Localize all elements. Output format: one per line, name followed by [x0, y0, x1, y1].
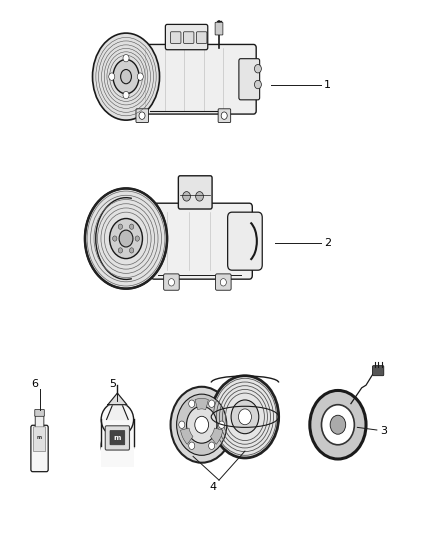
Circle shape	[189, 400, 195, 407]
Ellipse shape	[113, 60, 139, 94]
Circle shape	[118, 224, 123, 229]
FancyBboxPatch shape	[35, 415, 44, 429]
FancyBboxPatch shape	[228, 212, 262, 270]
Circle shape	[195, 416, 208, 433]
Text: 6: 6	[32, 379, 39, 389]
Circle shape	[177, 394, 227, 455]
Text: 4: 4	[209, 482, 216, 492]
Circle shape	[110, 219, 142, 259]
Ellipse shape	[120, 69, 131, 84]
FancyBboxPatch shape	[151, 203, 252, 279]
Circle shape	[135, 236, 139, 241]
Text: 1: 1	[324, 79, 331, 90]
Text: 5: 5	[110, 378, 117, 389]
FancyBboxPatch shape	[136, 109, 148, 123]
Text: m: m	[114, 435, 121, 441]
Circle shape	[189, 442, 195, 449]
FancyBboxPatch shape	[184, 32, 194, 43]
FancyBboxPatch shape	[138, 44, 256, 114]
Circle shape	[220, 279, 226, 286]
Circle shape	[119, 230, 133, 247]
FancyBboxPatch shape	[215, 274, 231, 290]
Circle shape	[123, 54, 129, 62]
FancyBboxPatch shape	[372, 366, 384, 376]
FancyBboxPatch shape	[110, 431, 125, 445]
Circle shape	[113, 236, 117, 241]
FancyBboxPatch shape	[218, 109, 231, 123]
Polygon shape	[106, 403, 128, 419]
Circle shape	[130, 248, 134, 253]
Ellipse shape	[92, 33, 159, 120]
FancyBboxPatch shape	[101, 419, 134, 467]
Polygon shape	[108, 393, 127, 405]
Circle shape	[238, 409, 251, 425]
Circle shape	[168, 279, 174, 286]
Circle shape	[137, 73, 143, 80]
Circle shape	[187, 406, 217, 443]
Circle shape	[118, 248, 123, 253]
Ellipse shape	[101, 426, 134, 466]
Circle shape	[183, 191, 191, 201]
Circle shape	[208, 442, 215, 449]
FancyBboxPatch shape	[33, 427, 46, 451]
Ellipse shape	[101, 402, 134, 437]
Circle shape	[170, 387, 233, 463]
Wedge shape	[180, 428, 193, 445]
Circle shape	[109, 73, 115, 80]
FancyBboxPatch shape	[170, 32, 181, 43]
Circle shape	[254, 64, 261, 73]
Wedge shape	[210, 428, 223, 445]
FancyBboxPatch shape	[239, 59, 260, 100]
Text: 2: 2	[324, 238, 331, 248]
Circle shape	[221, 112, 227, 119]
Wedge shape	[195, 398, 208, 410]
Circle shape	[139, 112, 145, 119]
Circle shape	[310, 391, 366, 459]
FancyBboxPatch shape	[31, 425, 48, 472]
Circle shape	[330, 415, 346, 434]
Circle shape	[123, 91, 129, 99]
Circle shape	[130, 224, 134, 229]
FancyBboxPatch shape	[166, 25, 208, 50]
FancyBboxPatch shape	[215, 22, 223, 35]
Circle shape	[321, 405, 354, 445]
Circle shape	[208, 400, 215, 407]
Circle shape	[179, 421, 185, 429]
Text: m: m	[37, 435, 42, 440]
Circle shape	[196, 191, 203, 201]
FancyBboxPatch shape	[164, 274, 179, 290]
Circle shape	[85, 189, 167, 289]
FancyBboxPatch shape	[35, 409, 44, 416]
Wedge shape	[126, 193, 165, 285]
Circle shape	[231, 400, 259, 434]
FancyBboxPatch shape	[197, 32, 207, 43]
Circle shape	[254, 80, 261, 89]
Text: 3: 3	[380, 426, 387, 436]
Wedge shape	[126, 37, 159, 116]
FancyBboxPatch shape	[178, 176, 212, 209]
FancyBboxPatch shape	[105, 426, 130, 450]
Circle shape	[211, 376, 279, 458]
Circle shape	[219, 421, 225, 429]
